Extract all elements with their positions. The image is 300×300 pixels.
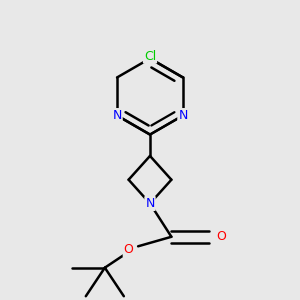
Text: N: N <box>145 197 155 210</box>
Text: Cl: Cl <box>144 50 156 63</box>
Text: O: O <box>124 243 134 256</box>
Text: N: N <box>112 109 122 122</box>
Text: N: N <box>178 109 188 122</box>
Text: O: O <box>216 230 226 243</box>
